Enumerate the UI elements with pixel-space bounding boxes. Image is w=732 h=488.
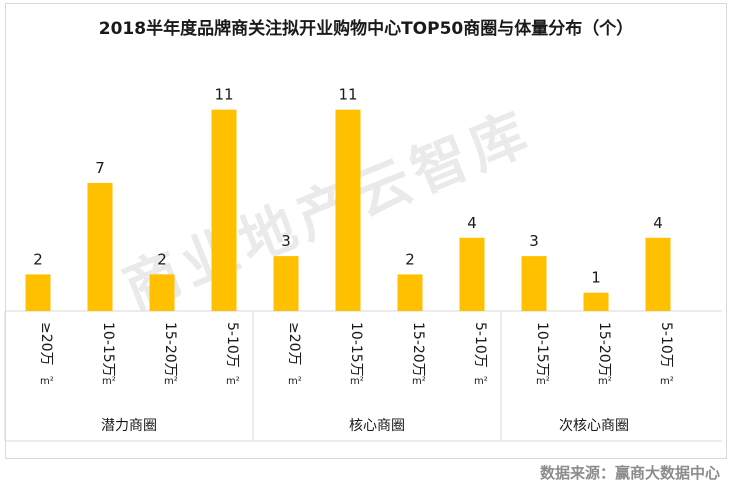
- tick-unit-2-1: m²: [288, 376, 302, 387]
- bar-3-3: [645, 237, 671, 311]
- data-label-3-1: 3: [529, 232, 539, 250]
- bar-2-2: [335, 109, 361, 311]
- bar-3-2: [583, 292, 609, 311]
- data-label-2-1: 3: [281, 232, 291, 250]
- tick-label-2-2: 10-15万: [348, 322, 364, 377]
- data-label-1-2: 7: [95, 159, 105, 177]
- tick-label-2-4: 5-10万: [472, 322, 488, 368]
- tick-label-3-1: 10-15万: [534, 322, 550, 377]
- bar-2-3: [397, 274, 423, 311]
- tick-unit-1-4: m²: [226, 376, 240, 387]
- group-label-2: 核心商圈: [349, 418, 405, 434]
- group-label-1: 潜力商圈: [101, 418, 157, 434]
- data-label-1-3: 2: [157, 250, 167, 268]
- tick-unit-1-1: m²: [40, 376, 54, 387]
- bar-1-1: [25, 274, 51, 311]
- tick-unit-3-1: m²: [536, 376, 550, 387]
- tick-label-2-1: ≥20万: [286, 322, 302, 366]
- bar-2-1: [273, 256, 299, 311]
- bar-1-4: [211, 109, 237, 311]
- chart-title: 2018半年度品牌商关注拟开业购物中心TOP50商圈与体量分布（个）: [98, 19, 634, 39]
- data-label-3-3: 4: [653, 214, 663, 232]
- data-label-1-4: 11: [214, 86, 233, 104]
- data-label-2-3: 2: [405, 250, 415, 268]
- chart-frame: [5, 3, 727, 459]
- tick-label-1-4: 5-10万: [224, 322, 240, 368]
- data-label-3-2: 1: [591, 269, 601, 287]
- bar-2-4: [459, 237, 485, 311]
- group-label-3: 次核心商圈: [559, 418, 629, 434]
- bar-3-1: [521, 256, 547, 311]
- tick-unit-2-3: m²: [412, 376, 426, 387]
- tick-label-1-2: 10-15万: [100, 322, 116, 377]
- data-label-2-2: 11: [338, 86, 357, 104]
- tick-label-1-3: 15-20万: [162, 322, 178, 377]
- data-source: 数据来源：赢商大数据中心: [539, 464, 720, 482]
- tick-unit-1-2: m²: [102, 376, 116, 387]
- tick-label-1-1: ≥20万: [38, 322, 54, 366]
- data-label-2-4: 4: [467, 214, 477, 232]
- bar-1-2: [87, 182, 113, 311]
- tick-label-2-3: 15-20万: [410, 322, 426, 377]
- bar-1-3: [149, 274, 175, 311]
- tick-label-3-2: 15-20万: [596, 322, 612, 377]
- tick-label-3-3: 5-10万: [658, 322, 674, 368]
- data-label-1-1: 2: [33, 250, 43, 268]
- tick-unit-3-2: m²: [598, 376, 612, 387]
- tick-unit-2-2: m²: [350, 376, 364, 387]
- tick-unit-3-3: m²: [660, 376, 674, 387]
- tick-unit-2-4: m²: [474, 376, 488, 387]
- tick-unit-1-3: m²: [164, 376, 178, 387]
